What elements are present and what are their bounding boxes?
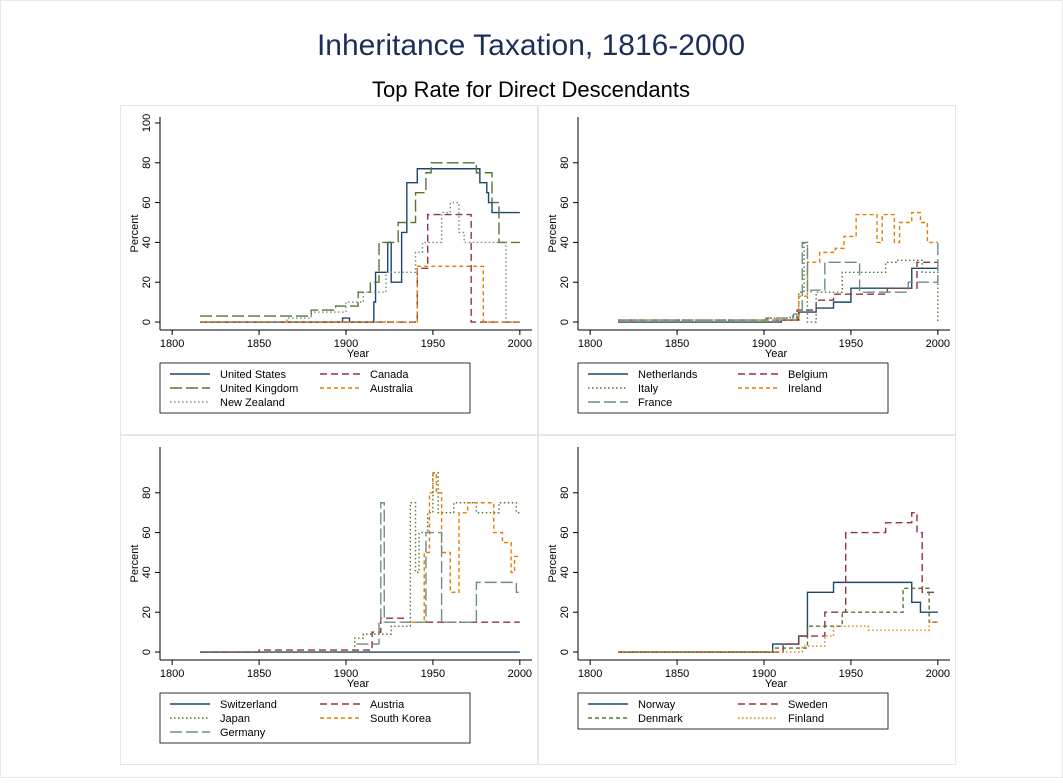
x-tick-label: 1950 — [421, 668, 445, 680]
y-tick-label: 80 — [559, 487, 571, 499]
x-tick-label: 1850 — [247, 338, 271, 350]
x-tick-label: 2000 — [508, 338, 532, 350]
y-tick-label: 40 — [141, 566, 153, 578]
x-tick-label: 1800 — [160, 338, 184, 350]
y-tick-label: 40 — [141, 236, 153, 248]
y-tick-label: 80 — [141, 157, 153, 169]
y-tick-label: 0 — [559, 649, 571, 655]
x-tick-label: 1900 — [752, 668, 776, 680]
subtitle: Top Rate for Direct Descendants — [372, 77, 690, 102]
legend-label: Switzerland — [220, 699, 277, 711]
series-line — [617, 241, 939, 321]
x-tick-label: 1800 — [578, 338, 602, 350]
y-tick-label: 80 — [559, 157, 571, 169]
legend-box — [159, 692, 471, 744]
y-tick-label: 60 — [559, 196, 571, 208]
legend-label: New Zealand — [220, 397, 285, 409]
series-line — [617, 241, 939, 323]
x-tick-label: 1900 — [752, 338, 776, 350]
series-line — [199, 617, 520, 653]
x-tick-label: 1950 — [839, 668, 863, 680]
series-line — [199, 265, 520, 323]
x-tick-label: 1900 — [334, 338, 358, 350]
y-tick-label: 100 — [141, 114, 153, 132]
legend-label: Finland — [788, 713, 824, 725]
y-tick-label: 0 — [141, 319, 153, 325]
y-axis-title: Percent — [129, 215, 141, 253]
legend-label: Australia — [370, 383, 414, 395]
y-tick-label: 80 — [141, 487, 153, 499]
panel: 0 20 40 60 80 1800 1850 1900 1950 2000 Year Percent… — [120, 435, 538, 765]
legend-label: Belgium — [788, 369, 828, 381]
legend-label: Italy — [638, 383, 659, 395]
y-tick-label: 20 — [559, 276, 571, 288]
x-axis-title: Year — [765, 678, 788, 690]
x-axis-title: Year — [347, 678, 370, 690]
series-line — [356, 502, 520, 645]
series-line — [199, 201, 520, 323]
x-tick-label: 1800 — [578, 668, 602, 680]
y-tick-label: 60 — [141, 526, 153, 538]
legend-box — [577, 692, 889, 730]
x-axis-title: Year — [765, 348, 788, 360]
panel: 0 20 40 60 80 100 1800 1850 1900 1950 2000 Year Perc… — [120, 105, 538, 435]
legend-label: Norway — [638, 699, 676, 711]
legend-label: Austria — [370, 699, 405, 711]
y-tick-label: 40 — [559, 236, 571, 248]
series-line — [199, 162, 520, 317]
y-tick-label: 20 — [141, 606, 153, 618]
legend-label: Ireland — [788, 383, 822, 395]
legend-label: United Kingdom — [220, 383, 298, 395]
x-tick-label: 1850 — [665, 338, 689, 350]
legend-label: Netherlands — [638, 369, 698, 381]
series-line — [617, 587, 938, 653]
y-tick-label: 0 — [141, 649, 153, 655]
series-line — [617, 581, 938, 653]
title: Inheritance Taxation, 1816-2000 — [317, 29, 745, 62]
y-axis-title: Percent — [547, 215, 559, 253]
legend-label: Germany — [220, 727, 266, 739]
y-tick-label: 40 — [559, 566, 571, 578]
legend-label: France — [638, 397, 672, 409]
legend-box — [159, 362, 471, 414]
x-tick-label: 1900 — [334, 668, 358, 680]
legend-label: Sweden — [788, 699, 828, 711]
panel: 0 20 40 60 80 1800 1850 1900 1950 2000 Year Percent… — [538, 105, 956, 435]
legend-label: United States — [220, 369, 287, 381]
legend-label: Denmark — [638, 713, 683, 725]
legend-label: South Korea — [370, 713, 432, 725]
y-tick-label: 20 — [141, 276, 153, 288]
series-line — [617, 621, 938, 653]
x-tick-label: 1950 — [839, 338, 863, 350]
x-tick-label: 1950 — [421, 338, 445, 350]
series-line — [617, 511, 938, 653]
y-tick-label: 20 — [559, 606, 571, 618]
x-tick-label: 2000 — [926, 338, 950, 350]
panel: 0 20 40 60 80 1800 1850 1900 1950 2000 Year Percent… — [538, 435, 956, 765]
series-line — [405, 472, 520, 623]
y-axis-title: Percent — [129, 545, 141, 583]
y-tick-label: 0 — [559, 319, 571, 325]
legend-box — [577, 362, 889, 414]
x-tick-label: 1850 — [665, 668, 689, 680]
x-tick-label: 2000 — [508, 668, 532, 680]
y-tick-label: 60 — [141, 196, 153, 208]
x-axis-title: Year — [347, 348, 370, 360]
legend-label: Canada — [370, 369, 409, 381]
x-tick-label: 1850 — [247, 668, 271, 680]
y-tick-label: 60 — [559, 526, 571, 538]
x-tick-label: 1800 — [160, 668, 184, 680]
x-tick-label: 2000 — [926, 668, 950, 680]
y-axis-title: Percent — [547, 545, 559, 583]
legend-label: Japan — [220, 713, 250, 725]
